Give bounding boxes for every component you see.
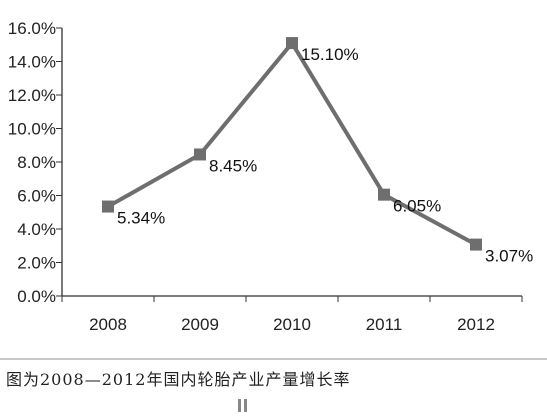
data-point-marker	[378, 188, 390, 201]
data-label: 15.10%	[301, 45, 359, 64]
y-tick-label: 8.0%	[17, 153, 56, 172]
y-tick-label: 16.0%	[8, 19, 56, 38]
y-tick-label: 0.0%	[17, 287, 56, 306]
chart-area: 0.0% 2.0% 4.0% 6.0% 8.0% 10.0% 12.0% 14.0% 16.0%…	[8, 19, 533, 334]
data-point-marker	[286, 37, 298, 50]
x-tick-label: 2008	[89, 315, 127, 334]
y-tick-label: 14.0%	[8, 53, 56, 72]
x-axis-ticks: 2008 2009 2010 2011 2012	[61, 296, 523, 334]
data-point-marker	[102, 200, 114, 213]
data-label: 3.07%	[485, 247, 533, 266]
x-tick-label: 2011	[366, 315, 403, 334]
line-chart: 0.0% 2.0% 4.0% 6.0% 8.0% 10.0% 12.0% 14.0% 16.0%…	[8, 19, 533, 334]
y-tick-label: 12.0%	[8, 86, 56, 105]
chart-axes	[61, 28, 522, 297]
data-label: 6.05%	[393, 197, 441, 216]
y-axis-ticks: 0.0% 2.0% 4.0% 6.0% 8.0% 10.0% 12.0% 14.0% 16.0%	[8, 19, 62, 306]
y-tick-label: 2.0%	[17, 254, 56, 273]
data-label: 5.34%	[117, 209, 165, 228]
x-tick-label: 2009	[181, 315, 219, 334]
x-tick-label: 2012	[457, 315, 495, 334]
data-point-marker	[194, 148, 206, 161]
data-point-marker	[470, 238, 482, 251]
caption-divider	[0, 358, 547, 360]
y-tick-label: 4.0%	[17, 220, 56, 239]
x-tick-label: 2010	[273, 315, 311, 334]
y-tick-label: 10.0%	[8, 120, 56, 139]
figure-caption: 图为2008—2012年国内轮胎产业产量增长率	[6, 370, 351, 389]
data-label: 8.45%	[209, 156, 257, 175]
y-tick-label: 6.0%	[17, 187, 56, 206]
series-group: 5.34% 8.45% 15.10% 6.05% 3.07%	[102, 37, 533, 266]
page-mark-icon	[238, 397, 256, 412]
